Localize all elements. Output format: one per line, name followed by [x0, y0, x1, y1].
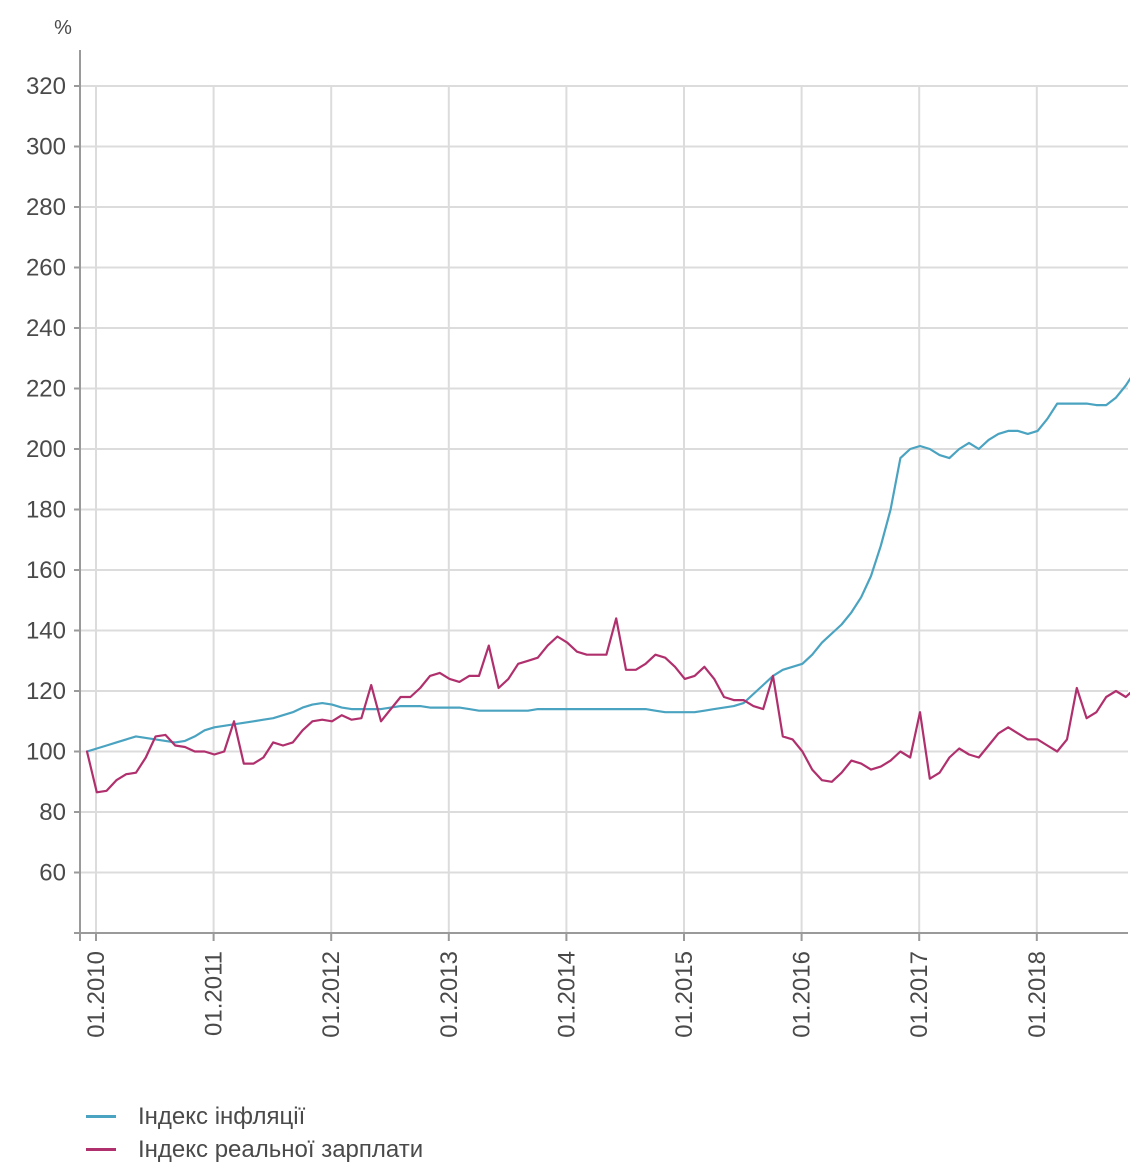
y-tick-label: 160 — [26, 557, 66, 584]
x-tick-label: 01.2010 — [83, 951, 110, 1038]
y-tick-label: 300 — [26, 134, 66, 161]
y-tick-label: 200 — [26, 436, 66, 463]
y-tick-label: 120 — [26, 678, 66, 705]
x-tick-label: 01.2014 — [553, 951, 580, 1038]
y-tick-label: 140 — [26, 618, 66, 645]
x-tick-label: 01.2017 — [906, 951, 933, 1038]
y-axis-label: % — [54, 17, 72, 39]
x-tick-label: 01.2011 — [201, 951, 228, 1036]
y-tick-label: 280 — [26, 194, 66, 221]
y-tick-label: 260 — [26, 255, 66, 282]
legend-swatch-real-wage — [86, 1148, 116, 1151]
y-tick-label: 180 — [26, 497, 66, 524]
x-tick-label: 01.2015 — [671, 951, 698, 1038]
series-line-real-wage — [85, 617, 1130, 794]
legend-swatch-inflation — [86, 1115, 116, 1118]
y-tick-label: 240 — [26, 315, 66, 342]
x-tick-label: 01.2013 — [436, 951, 463, 1038]
x-tick-label: 01.2012 — [318, 951, 345, 1038]
legend-label-real-wage: Індекс реальної зарплати — [138, 1135, 424, 1163]
y-tick-label: 220 — [26, 376, 66, 403]
y-tick-label: 100 — [26, 739, 66, 766]
chart-plot-area: 60 80 100 120 140 160 180 200 220 240 260 280 300 320… — [26, 17, 1130, 1038]
series-line-inflation — [85, 377, 1130, 753]
legend-item-inflation[interactable]: Індекс інфляції — [86, 1100, 423, 1133]
legend-label-inflation: Індекс інфляції — [138, 1102, 306, 1130]
y-tick-label: 320 — [26, 73, 66, 100]
y-tick-label: 60 — [39, 860, 66, 887]
legend-item-real-wage[interactable]: Індекс реальної зарплати — [86, 1133, 423, 1166]
x-tick-label: 01.2016 — [789, 951, 816, 1038]
y-tick-label: 80 — [39, 799, 66, 826]
x-tick-label: 01.2018 — [1024, 951, 1051, 1038]
chart-legend: Індекс інфляції Індекс реальної зарплати — [86, 1100, 423, 1166]
